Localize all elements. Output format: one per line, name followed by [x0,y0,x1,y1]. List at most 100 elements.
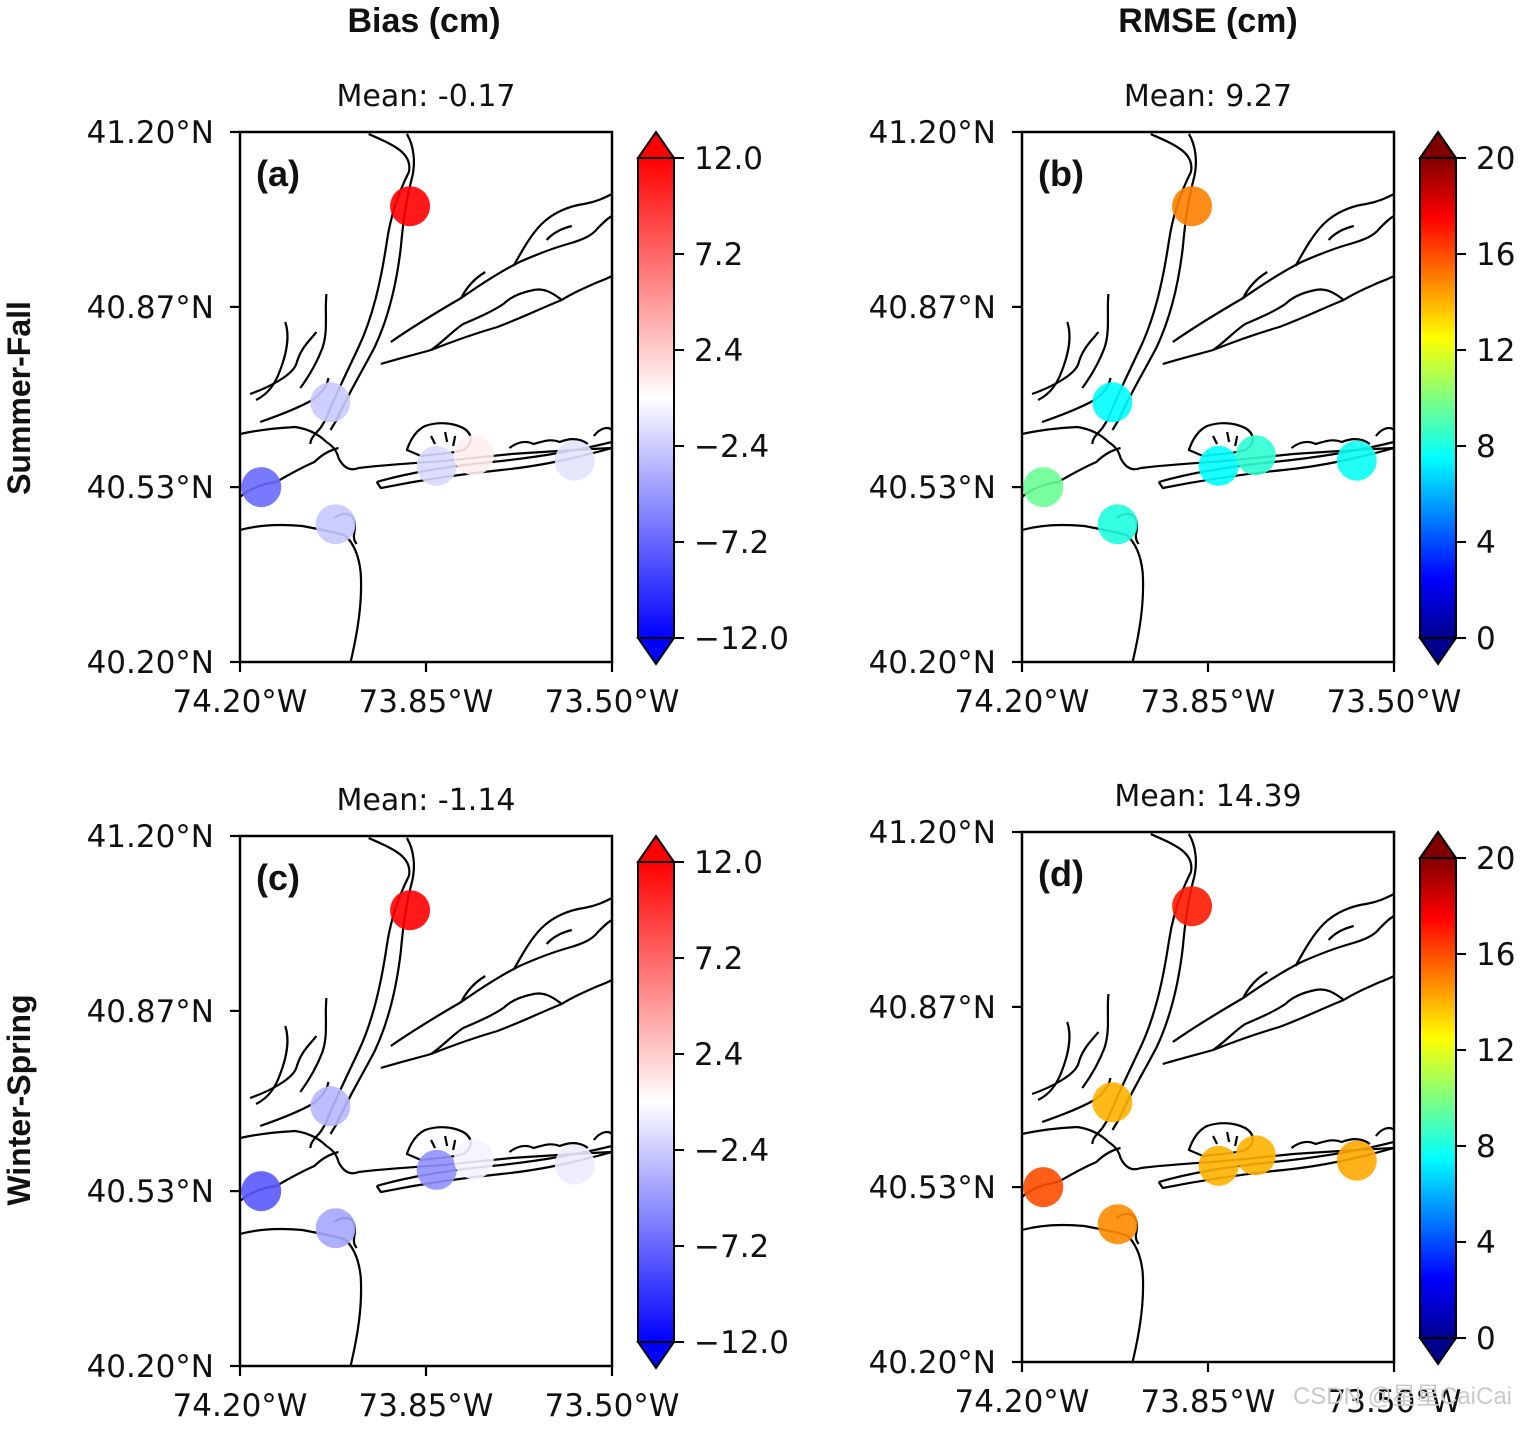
panel-d: Mean: 14.39 (d) 41.20°N 40.87°N 40.53°N 40.20… [869,779,1516,1420]
station-marker [1023,1167,1064,1208]
station-marker [1336,440,1377,481]
colorbar-tick-label: 12.0 [694,141,763,177]
y-tick-label: 40.20°N [87,645,214,681]
colorbar-extend-min [1418,637,1458,666]
x-tick-label: 73.50°W [1327,684,1462,720]
watermark: CSDN @星星CaiCai [1293,1383,1512,1410]
station-marker [1172,186,1213,227]
map-area [1022,832,1394,1362]
colorbar-extend-max [1418,830,1458,859]
colorbar [1419,157,1457,639]
panel-label: (c) [256,857,300,898]
colorbar-tick-label: −7.2 [694,525,769,561]
station-marker [241,1171,282,1212]
y-tick-label: 40.20°N [87,1349,214,1385]
colorbar-extend-min [636,637,676,666]
y-tick-label: 40.87°N [869,290,996,326]
station-marker [1235,435,1276,476]
panel-label: (d) [1038,853,1084,894]
y-tick-label: 40.20°N [869,645,996,681]
colorbar-tick-label: 2.4 [694,333,743,369]
column-title-rmse: RMSE (cm) [1118,2,1297,40]
station-marker [315,504,356,545]
y-tick-label: 41.20°N [87,115,214,151]
panel-mean-title: Mean: 9.27 [1124,79,1292,114]
colorbar-tick-label: 8 [1476,429,1496,465]
map-area [240,132,612,662]
x-tick-label: 73.85°W [359,1388,494,1424]
colorbar-tick-label: −12.0 [694,1325,789,1361]
colorbar-tick-label: 7.2 [694,941,743,977]
colorbar-extend-max [636,834,676,863]
colorbar-tick-label: 16 [1476,937,1515,973]
panel-mean-title: Mean: -0.17 [336,79,515,114]
colorbar-extend-min [636,1341,676,1370]
y-tick-label: 41.20°N [869,815,996,851]
y-tick-label: 40.53°N [869,1170,996,1206]
station-marker [241,467,282,508]
station-marker [1097,1204,1138,1245]
station-marker [1097,504,1138,545]
colorbar-extend-max [636,130,676,159]
colorbar-tick-label: 16 [1476,237,1515,273]
colorbar-extend-min [1418,1337,1458,1366]
colorbar-tick-label: −12.0 [694,621,789,657]
station-marker [1336,1140,1377,1181]
colorbar-tick-label: −7.2 [694,1229,769,1265]
colorbar [637,157,675,639]
x-tick-label: 74.20°W [955,684,1090,720]
colorbar-tick-label: 2.4 [694,1037,743,1073]
station-marker [390,890,431,931]
station-marker [310,382,351,423]
row-title-winter-spring: Winter-Spring [1,994,37,1205]
colorbar-tick-label: −2.4 [694,429,769,465]
panel-mean-title: Mean: -1.14 [336,783,515,818]
y-tick-label: 40.20°N [869,1345,996,1381]
y-tick-label: 41.20°N [869,115,996,151]
column-title-bias: Bias (cm) [347,2,500,40]
station-marker [416,445,457,486]
x-tick-label: 74.20°W [173,1388,308,1424]
colorbar-tick-label: 0 [1476,1321,1496,1357]
x-tick-label: 73.50°W [545,1388,680,1424]
station-marker [1198,445,1239,486]
y-tick-label: 40.87°N [87,290,214,326]
station-marker [1235,1135,1276,1176]
colorbar-tick-label: −2.4 [694,1133,769,1169]
colorbar-tick-label: 4 [1476,1225,1496,1261]
station-marker [554,1144,595,1185]
colorbar-tick-label: 12.0 [694,845,763,881]
panel-c: Mean: -1.14 (c) 41.20°N 40.87°N 40.53°N 40.20… [87,783,789,1424]
station-marker [554,440,595,481]
station-marker [390,186,431,227]
row-title-summer-fall: Summer-Fall [1,301,37,495]
x-tick-label: 73.50°W [545,684,680,720]
station-marker [315,1208,356,1249]
x-tick-label: 74.20°W [955,1384,1090,1420]
colorbar-tick-label: 7.2 [694,237,743,273]
station-marker [453,1139,494,1180]
panel-a: Mean: -0.17 (a) 41.20°N 40.87°N 40.53°N 40.20… [87,79,789,720]
y-tick-label: 40.87°N [869,990,996,1026]
station-marker [1172,886,1213,927]
y-tick-label: 40.53°N [87,1174,214,1210]
x-tick-label: 73.85°W [1141,1384,1276,1420]
colorbar-tick-label: 20 [1476,141,1515,177]
y-tick-label: 40.87°N [87,994,214,1030]
colorbar-tick-label: 0 [1476,621,1496,657]
y-tick-label: 40.53°N [869,470,996,506]
panel-mean-title: Mean: 14.39 [1114,779,1301,814]
map-area [1022,132,1394,662]
station-marker [310,1086,351,1127]
station-marker [1092,1082,1133,1123]
colorbar-tick-label: 8 [1476,1129,1496,1165]
x-tick-label: 73.85°W [359,684,494,720]
x-tick-label: 74.20°W [173,684,308,720]
colorbar-tick-label: 12 [1476,1033,1515,1069]
station-marker [1092,382,1133,423]
colorbar [637,861,675,1343]
panel-label: (b) [1038,153,1084,194]
y-tick-label: 40.53°N [87,470,214,506]
x-tick-label: 73.85°W [1141,684,1276,720]
